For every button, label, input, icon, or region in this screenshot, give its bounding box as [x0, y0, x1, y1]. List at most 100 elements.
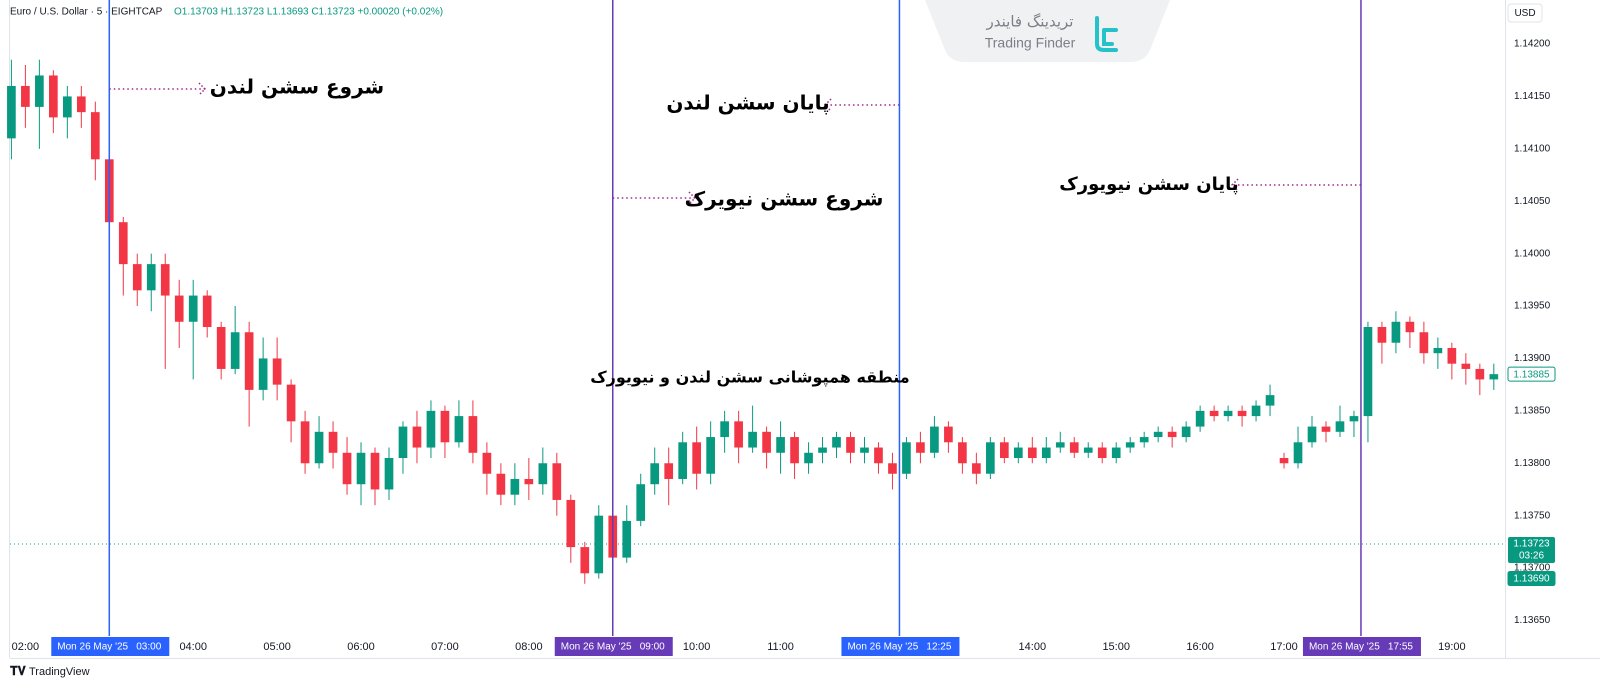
- candle-body: [1293, 442, 1303, 464]
- candle-body: [1321, 426, 1331, 432]
- candle-body: [174, 295, 184, 322]
- candle-body: [1433, 347, 1443, 354]
- y-tick-label: 1.13950: [1514, 301, 1551, 312]
- candle-body: [160, 264, 170, 296]
- candle-body: [818, 447, 827, 453]
- candle-body: [636, 484, 646, 521]
- session-date: Mon 26 May '25: [57, 642, 128, 653]
- candle-body: [1489, 374, 1499, 380]
- candle-body: [986, 442, 995, 474]
- x-tick-label: 05:00: [263, 641, 291, 653]
- x-tick-label: 15:00: [1102, 641, 1130, 653]
- candle-body: [1307, 426, 1317, 443]
- candle-body: [118, 222, 128, 265]
- candle-body: [1391, 321, 1401, 343]
- x-tick-label: 06:00: [347, 641, 375, 653]
- x-tick-label: 16:00: [1186, 641, 1214, 653]
- candle-body: [342, 452, 352, 485]
- x-tick-label: 11:00: [767, 641, 794, 653]
- candle-body: [720, 421, 729, 438]
- watermark-latin: Trading Finder: [985, 35, 1076, 51]
- current-price-label: 1.13723: [1513, 539, 1550, 550]
- candle-body: [35, 75, 44, 107]
- candle-body: [496, 473, 506, 495]
- candle-body: [1377, 327, 1387, 343]
- ohlc-stats: O1.13703 H1.13723 L1.13693 C1.13723 +0.0…: [174, 7, 443, 18]
- session-time-box: [1302, 637, 1421, 656]
- session-time-label: Mon 26 May '25 03:00: [51, 637, 170, 656]
- candle-body: [1209, 410, 1219, 417]
- candle-body: [76, 96, 86, 113]
- watermark-logo: [1095, 16, 1118, 52]
- session-time: 12:25: [926, 642, 951, 653]
- candle-body: [1181, 426, 1191, 438]
- candle-body: [49, 75, 58, 118]
- footer-text: TradingView: [29, 666, 90, 678]
- candle-body: [90, 112, 100, 160]
- candle-body: [706, 437, 715, 474]
- candle-body: [244, 332, 254, 390]
- countdown-label: 03:26: [1519, 551, 1544, 562]
- footer-logo: 𝐓𝐕: [10, 664, 27, 678]
- candle-body: [1419, 332, 1429, 354]
- session-time-box: [554, 637, 673, 656]
- x-tick-label: 14:00: [1019, 641, 1047, 653]
- session-time-box: [841, 637, 960, 656]
- currency-box: [1507, 3, 1543, 23]
- candle-body: [846, 437, 855, 453]
- candle-body: [566, 499, 576, 548]
- annotation: پایان سشن نیویورک: [1059, 174, 1238, 195]
- candle-body: [314, 431, 324, 464]
- y-tick-label: 1.13900: [1514, 353, 1551, 364]
- candle-body: [916, 442, 925, 453]
- candle-body: [678, 442, 688, 479]
- annotation: شروع سشن نیویرک: [685, 187, 884, 211]
- x-tick-label: 04:00: [179, 641, 207, 653]
- candle-body: [1335, 421, 1345, 432]
- price-label-box: [1507, 571, 1556, 587]
- candle-body: [1055, 442, 1065, 448]
- annotation: منطقه همپوشانی سشن لندن و نیویورک: [590, 368, 909, 388]
- footer-brand: 𝐓𝐕 TradingView: [10, 664, 90, 678]
- session-time: 17:55: [1388, 642, 1413, 653]
- candle-body: [972, 463, 981, 474]
- candle-body: [580, 547, 590, 574]
- candle-body: [1461, 363, 1471, 369]
- candle-body: [1041, 447, 1051, 459]
- y-tick-label: 1.14100: [1514, 143, 1551, 154]
- candle-body: [650, 463, 660, 485]
- price-label: 1.13690: [1513, 574, 1550, 585]
- price-label: 1.13885: [1513, 369, 1550, 380]
- y-tick-label: 1.13850: [1514, 405, 1551, 416]
- candle-body: [1139, 437, 1149, 443]
- candle-body: [370, 452, 380, 490]
- candle-body: [440, 410, 450, 443]
- candle-body: [930, 426, 939, 453]
- candle-body: [258, 358, 268, 390]
- candle-body: [790, 437, 799, 464]
- candle-body: [832, 437, 841, 448]
- candle-body: [1363, 327, 1373, 417]
- symbol-title: Euro / U.S. Dollar · 5 · EIGHTCAP: [10, 7, 163, 18]
- candle-body: [454, 416, 464, 443]
- watermark-panel: [925, 0, 1170, 62]
- session-date: Mon 26 May '25: [561, 642, 632, 653]
- candle-body: [1475, 368, 1485, 380]
- watermark-persian: تریدینگ فایندر: [986, 13, 1074, 31]
- session-time: 03:00: [136, 642, 161, 653]
- candle-body: [1027, 447, 1037, 459]
- session-time-label: Mon 26 May '25 09:00: [554, 637, 673, 656]
- candle-body: [384, 458, 394, 490]
- candle-body: [272, 358, 282, 385]
- session-date: Mon 26 May '25: [1309, 642, 1380, 653]
- session-time-box: [51, 637, 170, 656]
- price-label-box: [1507, 366, 1556, 382]
- candle-body: [426, 410, 436, 448]
- candle-body: [902, 442, 911, 474]
- candle-body: [1097, 447, 1107, 459]
- y-tick-label: 1.13650: [1514, 615, 1551, 626]
- candle-body: [1000, 442, 1009, 459]
- session-time-label: Mon 26 May '25 12:25: [841, 637, 960, 656]
- candle-body: [63, 96, 72, 118]
